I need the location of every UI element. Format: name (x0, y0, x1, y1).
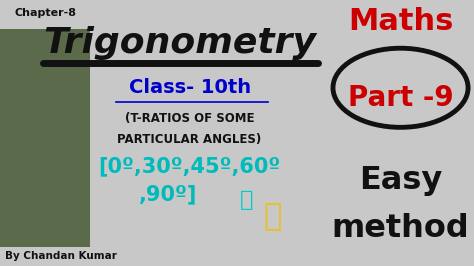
Text: Trigonometry: Trigonometry (44, 26, 317, 60)
Text: 👉: 👉 (264, 202, 282, 231)
Text: (T-RATIOS OF SOME: (T-RATIOS OF SOME (125, 112, 255, 125)
Text: Class- 10th: Class- 10th (128, 78, 251, 97)
Text: 👉: 👉 (240, 189, 253, 210)
Text: Part -9: Part -9 (348, 84, 453, 113)
Text: Maths: Maths (348, 7, 453, 36)
Text: method: method (332, 213, 469, 244)
FancyBboxPatch shape (0, 29, 90, 247)
Text: Easy: Easy (359, 165, 442, 196)
Text: PARTICULAR ANGLES): PARTICULAR ANGLES) (118, 133, 262, 146)
Text: [0º,30º,45º,60º: [0º,30º,45º,60º (99, 156, 281, 176)
Text: ,90º]: ,90º] (139, 184, 198, 204)
Text: Chapter-8: Chapter-8 (14, 8, 76, 18)
Text: By Chandan Kumar: By Chandan Kumar (5, 251, 117, 261)
